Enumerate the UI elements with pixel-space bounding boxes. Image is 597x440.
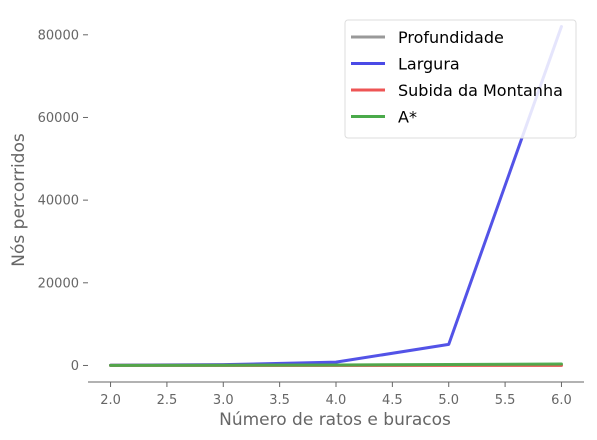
legend-label: Largura <box>398 55 460 74</box>
x-tick-label: 2.0 <box>100 393 121 408</box>
y-tick-label: 60000 <box>38 111 79 126</box>
series-line-a <box>109 362 563 367</box>
legend-label: Profundidade <box>398 28 504 47</box>
legend-label: Subida da Montanha <box>398 81 563 100</box>
series-layer <box>109 25 563 367</box>
y-axis-label: Nós percorridos <box>9 133 29 267</box>
x-tick-label: 4.5 <box>382 393 403 408</box>
x-axis-label: Número de ratos e buracos <box>219 410 451 430</box>
x-tick-label: 3.5 <box>269 393 290 408</box>
y-tick-label: 0 <box>71 359 79 374</box>
x-tick-label: 3.0 <box>213 393 234 408</box>
x-tick-label: 5.5 <box>495 393 516 408</box>
legend: Profundidade Largura Subida da Montanha A* <box>344 19 577 139</box>
x-tick-label: 5.0 <box>438 393 459 408</box>
y-tick-label: 40000 <box>38 194 79 209</box>
y-tick-label: 20000 <box>38 276 79 291</box>
x-tick-label: 4.0 <box>326 393 347 408</box>
legend-box <box>344 19 577 139</box>
axes: 2.0 2.5 3.0 3.5 4.0 4.5 5.0 5.5 6.0 0 20000 40000 60… <box>38 28 584 408</box>
x-tick-label: 2.5 <box>157 393 178 408</box>
x-tick-label: 6.0 <box>551 393 572 408</box>
y-tick-label: 80000 <box>38 28 79 43</box>
legend-label: A* <box>398 108 417 127</box>
